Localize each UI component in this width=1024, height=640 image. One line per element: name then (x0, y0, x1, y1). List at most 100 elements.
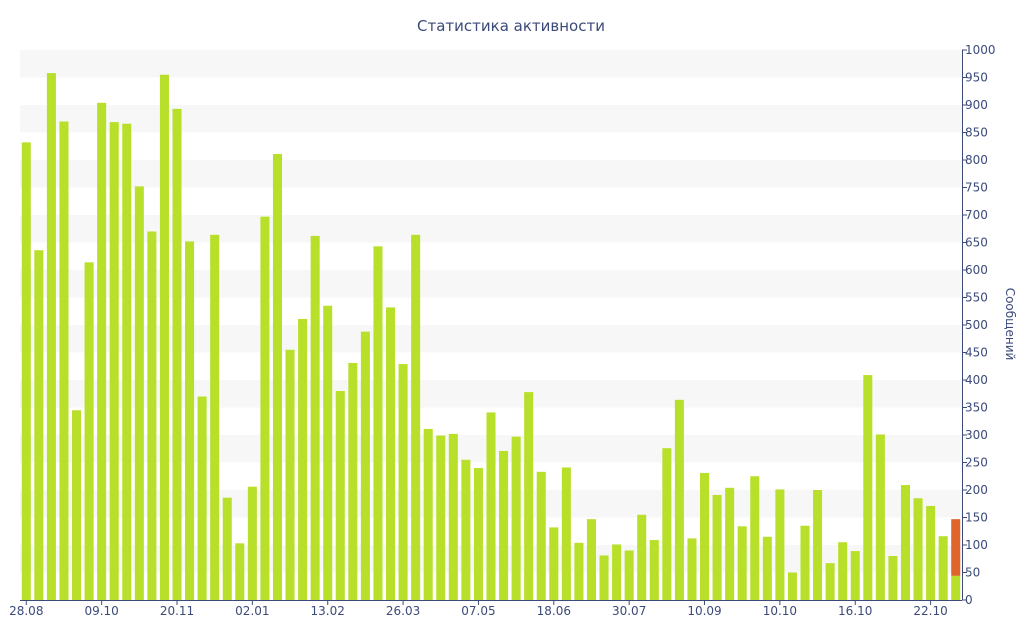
y-tick-label: 150 (965, 511, 988, 525)
y-tick-label: 600 (965, 263, 988, 277)
x-tick-label: 20.11 (160, 604, 194, 618)
bar-s1-74[interactable] (951, 519, 961, 576)
bar-s0-29[interactable] (386, 307, 396, 600)
bar-s0-62[interactable] (800, 525, 810, 600)
x-tick-label: 02.01 (235, 604, 269, 618)
bar-s0-14[interactable] (197, 396, 207, 601)
y-tick-label: 900 (965, 98, 988, 112)
y-tick-label: 400 (965, 373, 988, 387)
y-tick-label: 200 (965, 483, 988, 497)
bar-s0-68[interactable] (875, 434, 885, 600)
bar-s0-31[interactable] (411, 234, 421, 601)
bar-s0-40[interactable] (524, 392, 534, 600)
bars (21, 73, 961, 601)
bar-s0-56[interactable] (725, 487, 735, 600)
bar-s0-53[interactable] (687, 538, 697, 600)
bar-s0-50[interactable] (649, 540, 659, 600)
bar-s0-64[interactable] (825, 563, 835, 600)
bar-s0-63[interactable] (813, 490, 823, 600)
x-tick-label: 18.06 (537, 604, 571, 618)
bar-s0-73[interactable] (938, 536, 948, 600)
bar-s0-20[interactable] (272, 153, 282, 600)
bar-s0-57[interactable] (737, 526, 747, 600)
bar-s0-8[interactable] (122, 123, 132, 600)
bar-s0-10[interactable] (147, 231, 157, 601)
bar-s0-65[interactable] (838, 542, 848, 600)
x-axis: 28.08 09.10 20.11 02.01 13.02 26.03 07.05 18.06… (9, 600, 962, 618)
x-tick-label: 22.10 (913, 604, 947, 618)
bar-s0-32[interactable] (423, 428, 433, 600)
grid-band (20, 50, 962, 78)
bar-s0-61[interactable] (787, 572, 797, 601)
bar-s0-3[interactable] (59, 121, 69, 601)
bar-s0-4[interactable] (72, 410, 82, 600)
y-tick-label: 50 (965, 566, 980, 580)
bar-s0-6[interactable] (97, 102, 107, 601)
bar-s0-1[interactable] (34, 250, 44, 600)
bar-s0-26[interactable] (348, 362, 358, 600)
bar-s0-5[interactable] (84, 262, 94, 600)
bar-s0-19[interactable] (260, 216, 270, 600)
bar-s0-72[interactable] (926, 505, 936, 600)
bar-s0-35[interactable] (461, 459, 471, 600)
bar-s0-43[interactable] (561, 467, 571, 600)
bar-s0-46[interactable] (599, 555, 609, 600)
bar-s0-55[interactable] (712, 494, 722, 600)
bar-s0-71[interactable] (913, 498, 923, 600)
bar-s0-16[interactable] (222, 497, 232, 600)
bar-s0-28[interactable] (373, 246, 383, 600)
bar-s0-51[interactable] (662, 448, 672, 600)
bar-s0-59[interactable] (762, 536, 772, 600)
bar-s0-38[interactable] (499, 450, 509, 600)
bar-s0-49[interactable] (637, 514, 647, 600)
y-tick-label: 450 (965, 346, 988, 360)
bar-s0-30[interactable] (398, 364, 408, 600)
bar-s0-21[interactable] (285, 349, 295, 600)
bar-s0-33[interactable] (436, 435, 446, 600)
bar-s0-52[interactable] (674, 399, 684, 600)
bar-s0-74[interactable] (951, 575, 961, 600)
bar-s0-25[interactable] (335, 391, 345, 600)
bar-s0-47[interactable] (612, 544, 622, 600)
bar-s0-42[interactable] (549, 527, 559, 600)
bar-s0-22[interactable] (298, 318, 308, 600)
bar-s0-24[interactable] (323, 305, 333, 600)
bar-s0-48[interactable] (624, 550, 634, 601)
bar-s0-44[interactable] (574, 542, 584, 600)
y-tick-label: 550 (965, 291, 988, 305)
bar-s0-39[interactable] (511, 436, 521, 600)
bar-s0-15[interactable] (210, 234, 220, 601)
bar-s0-45[interactable] (586, 519, 596, 600)
y-axis-label: Сообщений (1003, 288, 1017, 361)
bar-s0-60[interactable] (775, 489, 785, 600)
x-tick-label: 30.07 (612, 604, 646, 618)
bar-s0-37[interactable] (486, 412, 496, 600)
bar-s0-58[interactable] (750, 476, 760, 600)
bar-s0-0[interactable] (21, 142, 31, 600)
bar-s0-13[interactable] (185, 241, 195, 600)
bar-s0-18[interactable] (247, 486, 257, 600)
bar-s0-34[interactable] (448, 433, 458, 600)
bar-s0-9[interactable] (134, 186, 144, 600)
y-tick-label: 1000 (965, 43, 996, 57)
y-tick-label: 350 (965, 401, 988, 415)
bar-s0-27[interactable] (360, 331, 370, 600)
bar-s0-70[interactable] (900, 485, 910, 600)
y-tick-label: 250 (965, 456, 988, 470)
bar-s0-7[interactable] (109, 122, 119, 601)
bar-s0-69[interactable] (888, 556, 898, 600)
bar-s0-54[interactable] (700, 472, 710, 600)
x-tick-label: 07.05 (461, 604, 495, 618)
bar-s0-41[interactable] (536, 471, 546, 600)
bar-s0-23[interactable] (310, 235, 320, 600)
bar-s0-12[interactable] (172, 108, 182, 600)
bar-s0-67[interactable] (863, 375, 873, 600)
y-tick-label: 850 (965, 126, 988, 140)
bar-s0-36[interactable] (473, 468, 483, 600)
bar-s0-2[interactable] (46, 73, 56, 601)
bar-s0-11[interactable] (159, 74, 169, 600)
bar-s0-17[interactable] (235, 543, 245, 600)
x-tick-label: 16.10 (838, 604, 872, 618)
x-tick-label: 13.02 (311, 604, 345, 618)
bar-s0-66[interactable] (850, 551, 860, 600)
